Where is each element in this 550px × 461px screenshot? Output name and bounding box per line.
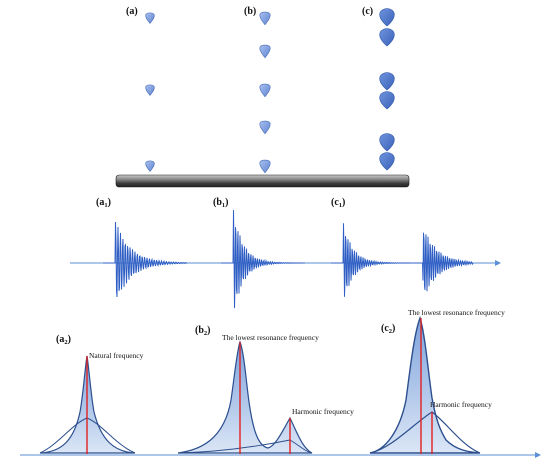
droplet-c-3 (379, 72, 395, 91)
natural-frequency-annotation: Natural frequency (89, 351, 144, 360)
signal-label-a1: (a1) (96, 197, 111, 209)
signal-label-b1: (b1) (213, 197, 229, 209)
droplets (145, 8, 395, 174)
rod-bar (115, 174, 410, 188)
spectrum-c2-main-peak (369, 315, 481, 454)
harmonic-frequency-annotation-c2: Harmonic frequency (430, 400, 492, 409)
droplet-c-1 (379, 8, 395, 27)
droplet-b-5 (259, 159, 271, 174)
lowest-resonance-annotation-c2: The lowest resonance frequency (408, 308, 505, 317)
spectrum-label-c2: (c2) (381, 323, 395, 335)
panel-label-a: (a) (126, 6, 138, 17)
droplet-b-3 (259, 83, 271, 98)
droplet-a-3 (145, 160, 155, 172)
droplet-c-2 (379, 28, 395, 47)
waveform-a1 (103, 221, 188, 298)
droplet-c-5 (379, 133, 395, 152)
droplet-b-4 (259, 120, 271, 135)
spectrum-label-b2: (b2) (195, 325, 211, 337)
droplet-b-2 (259, 44, 271, 59)
waveform-c1 (331, 223, 474, 297)
spectrum-b2-peaks (177, 340, 313, 454)
waveform-b1 (221, 210, 305, 309)
harmonic-frequency-annotation-b2: Harmonic frequency (292, 407, 354, 416)
droplet-b-1 (259, 11, 271, 26)
signal-label-c1: (c1) (331, 197, 345, 209)
lowest-resonance-annotation-b2: The lowest resonance frequency (222, 333, 319, 342)
panel-label-b: (b) (244, 6, 256, 17)
droplet-c-4 (379, 91, 395, 110)
spectrum-label-a2: (a2) (56, 334, 71, 346)
spectrum-b2-baseline-curve (177, 439, 313, 454)
droplet-a-2 (145, 84, 155, 96)
panel-label-c: (c) (362, 6, 373, 17)
droplet-a-1 (145, 12, 155, 24)
droplet-c-6 (379, 152, 395, 171)
